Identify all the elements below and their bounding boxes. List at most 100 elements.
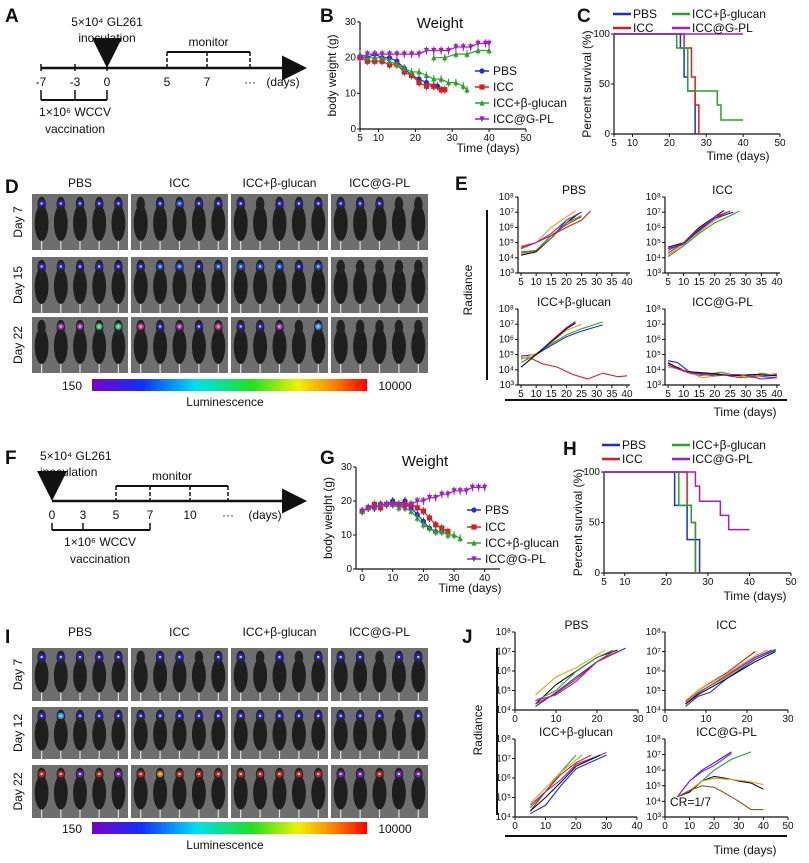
y-axis-label: body weight (g) [321,477,335,559]
group-label: ICC [169,176,190,190]
panel-letter-i: I [5,627,10,648]
survival-curve [604,471,750,531]
bioluminescence-core [178,325,181,328]
timeline-tick-label: 5 [164,75,171,89]
radiance-chart-e-3: 5 10 15 20 25 30 35 4010³10⁴10⁵10⁶10⁷10⁸ICC@G-P… [646,295,783,400]
data-point [431,47,437,54]
data-point [426,525,433,531]
mouse-body [372,205,387,242]
y-tick-label: 10⁵ [646,781,661,792]
radiance-curve [520,213,579,248]
legend-marker [471,556,477,563]
x-tick-label: 10 [700,714,712,725]
mouse-head [136,196,145,212]
x-tick-label: 30 [740,389,752,400]
bioluminescence-core [258,325,262,328]
x-tick-label: 50 [520,133,532,144]
mouse-body [291,717,306,751]
bioluminescence-core [59,325,62,328]
legend-marker [479,116,485,123]
radiance-curve [677,751,752,798]
mouse-body [53,268,68,305]
mouse-body [372,658,387,693]
legend-marker [471,539,477,546]
radiance-curve [677,785,764,811]
subplot-title: PBS [562,183,586,197]
x-tick-label: 25 [576,389,588,400]
inoculation-label: inoculation [78,31,135,45]
y-tick-label: 10⁷ [496,647,511,658]
radiance-curve [685,649,768,702]
legend-label: ICC [493,80,514,94]
mouse-body [333,328,348,365]
bioluminescence-core [158,265,162,268]
data-point [431,54,437,61]
x-tick-label: 30 [782,714,794,725]
mouse-image [131,194,228,250]
y-tick-label: 10⁴ [646,253,661,264]
data-point [420,521,427,528]
mouse-image [231,648,328,701]
data-point [433,495,439,501]
radiance-curve [520,321,603,364]
mouse-body [411,717,426,751]
inoculation-dose-label: 5×10⁴ GL261 [40,449,112,463]
radiance-curve [677,775,764,798]
bioluminescence-core [339,772,342,776]
data-point [372,51,378,58]
x-tick-label: 40 [758,821,770,832]
colorbar-title: Luminescence [186,838,264,852]
bioluminescence-core [117,265,120,268]
mouse-head [294,319,304,335]
time-axis-label: Time (days) [714,843,777,857]
timeline-tick-label: 0 [49,508,56,522]
mouse-head [194,650,204,665]
data-point [401,65,407,71]
y-tick-label: 10⁴ [496,705,511,716]
x-tick-label: 20 [661,577,673,588]
mouse-body [191,268,206,305]
mouse-body [311,658,326,693]
mouse-head [375,319,384,335]
data-point [445,47,452,54]
bioluminescence-core [59,655,62,659]
mouse-body [233,328,248,365]
mouse-body [133,775,148,810]
mouse-head [255,650,265,665]
y-tick-label: 10⁶ [499,334,514,345]
x-tick-label: 20 [591,714,603,725]
mouse-body [272,658,287,693]
mouse-body [391,775,406,810]
mouse-body [272,717,287,751]
y-tick-label: 0 [604,129,610,140]
mouse-head [414,319,423,335]
data-point [414,514,420,521]
bioluminescence-core [297,202,301,205]
legend-label: ICC+β-glucan [692,7,766,21]
mouse-body [92,658,107,693]
group-label: ICC@G-PL [349,625,410,639]
x-tick-label: 10 [678,389,690,400]
legend-label: ICC@G-PL [485,552,546,566]
x-tick-label: 0 [662,821,668,832]
mouse-body [153,205,168,242]
mouse-body [372,775,387,810]
imaging-panel-i: PBS ICC ICC+β-glucan ICC@G-PL Day 7 Day 12 Day… [11,625,428,852]
data-point [420,498,427,505]
x-tick-label: 40 [738,138,750,149]
panel-letter-d: D [5,177,19,198]
vaccination-label: vaccination [45,122,105,136]
radiance-curve [535,649,606,696]
y-tick-label: 30 [341,462,353,473]
data-point [423,47,429,54]
mouse-body [133,205,148,242]
y-tick-label: 10⁷ [646,750,661,761]
y-tick-label: 10⁵ [496,686,511,697]
data-point [463,488,469,494]
bioluminescence-core [40,714,43,717]
subplot-title: ICC [716,618,737,632]
luminescence-colorbar [92,379,367,391]
mouse-body [211,658,226,693]
radiance-chart-e-0: 5 10 15 20 25 30 35 40 10³ 10⁴ 10⁵ 10⁶ 10⁷ 10⁸ PBS [499,183,633,288]
x-tick-label: 15 [694,389,706,400]
